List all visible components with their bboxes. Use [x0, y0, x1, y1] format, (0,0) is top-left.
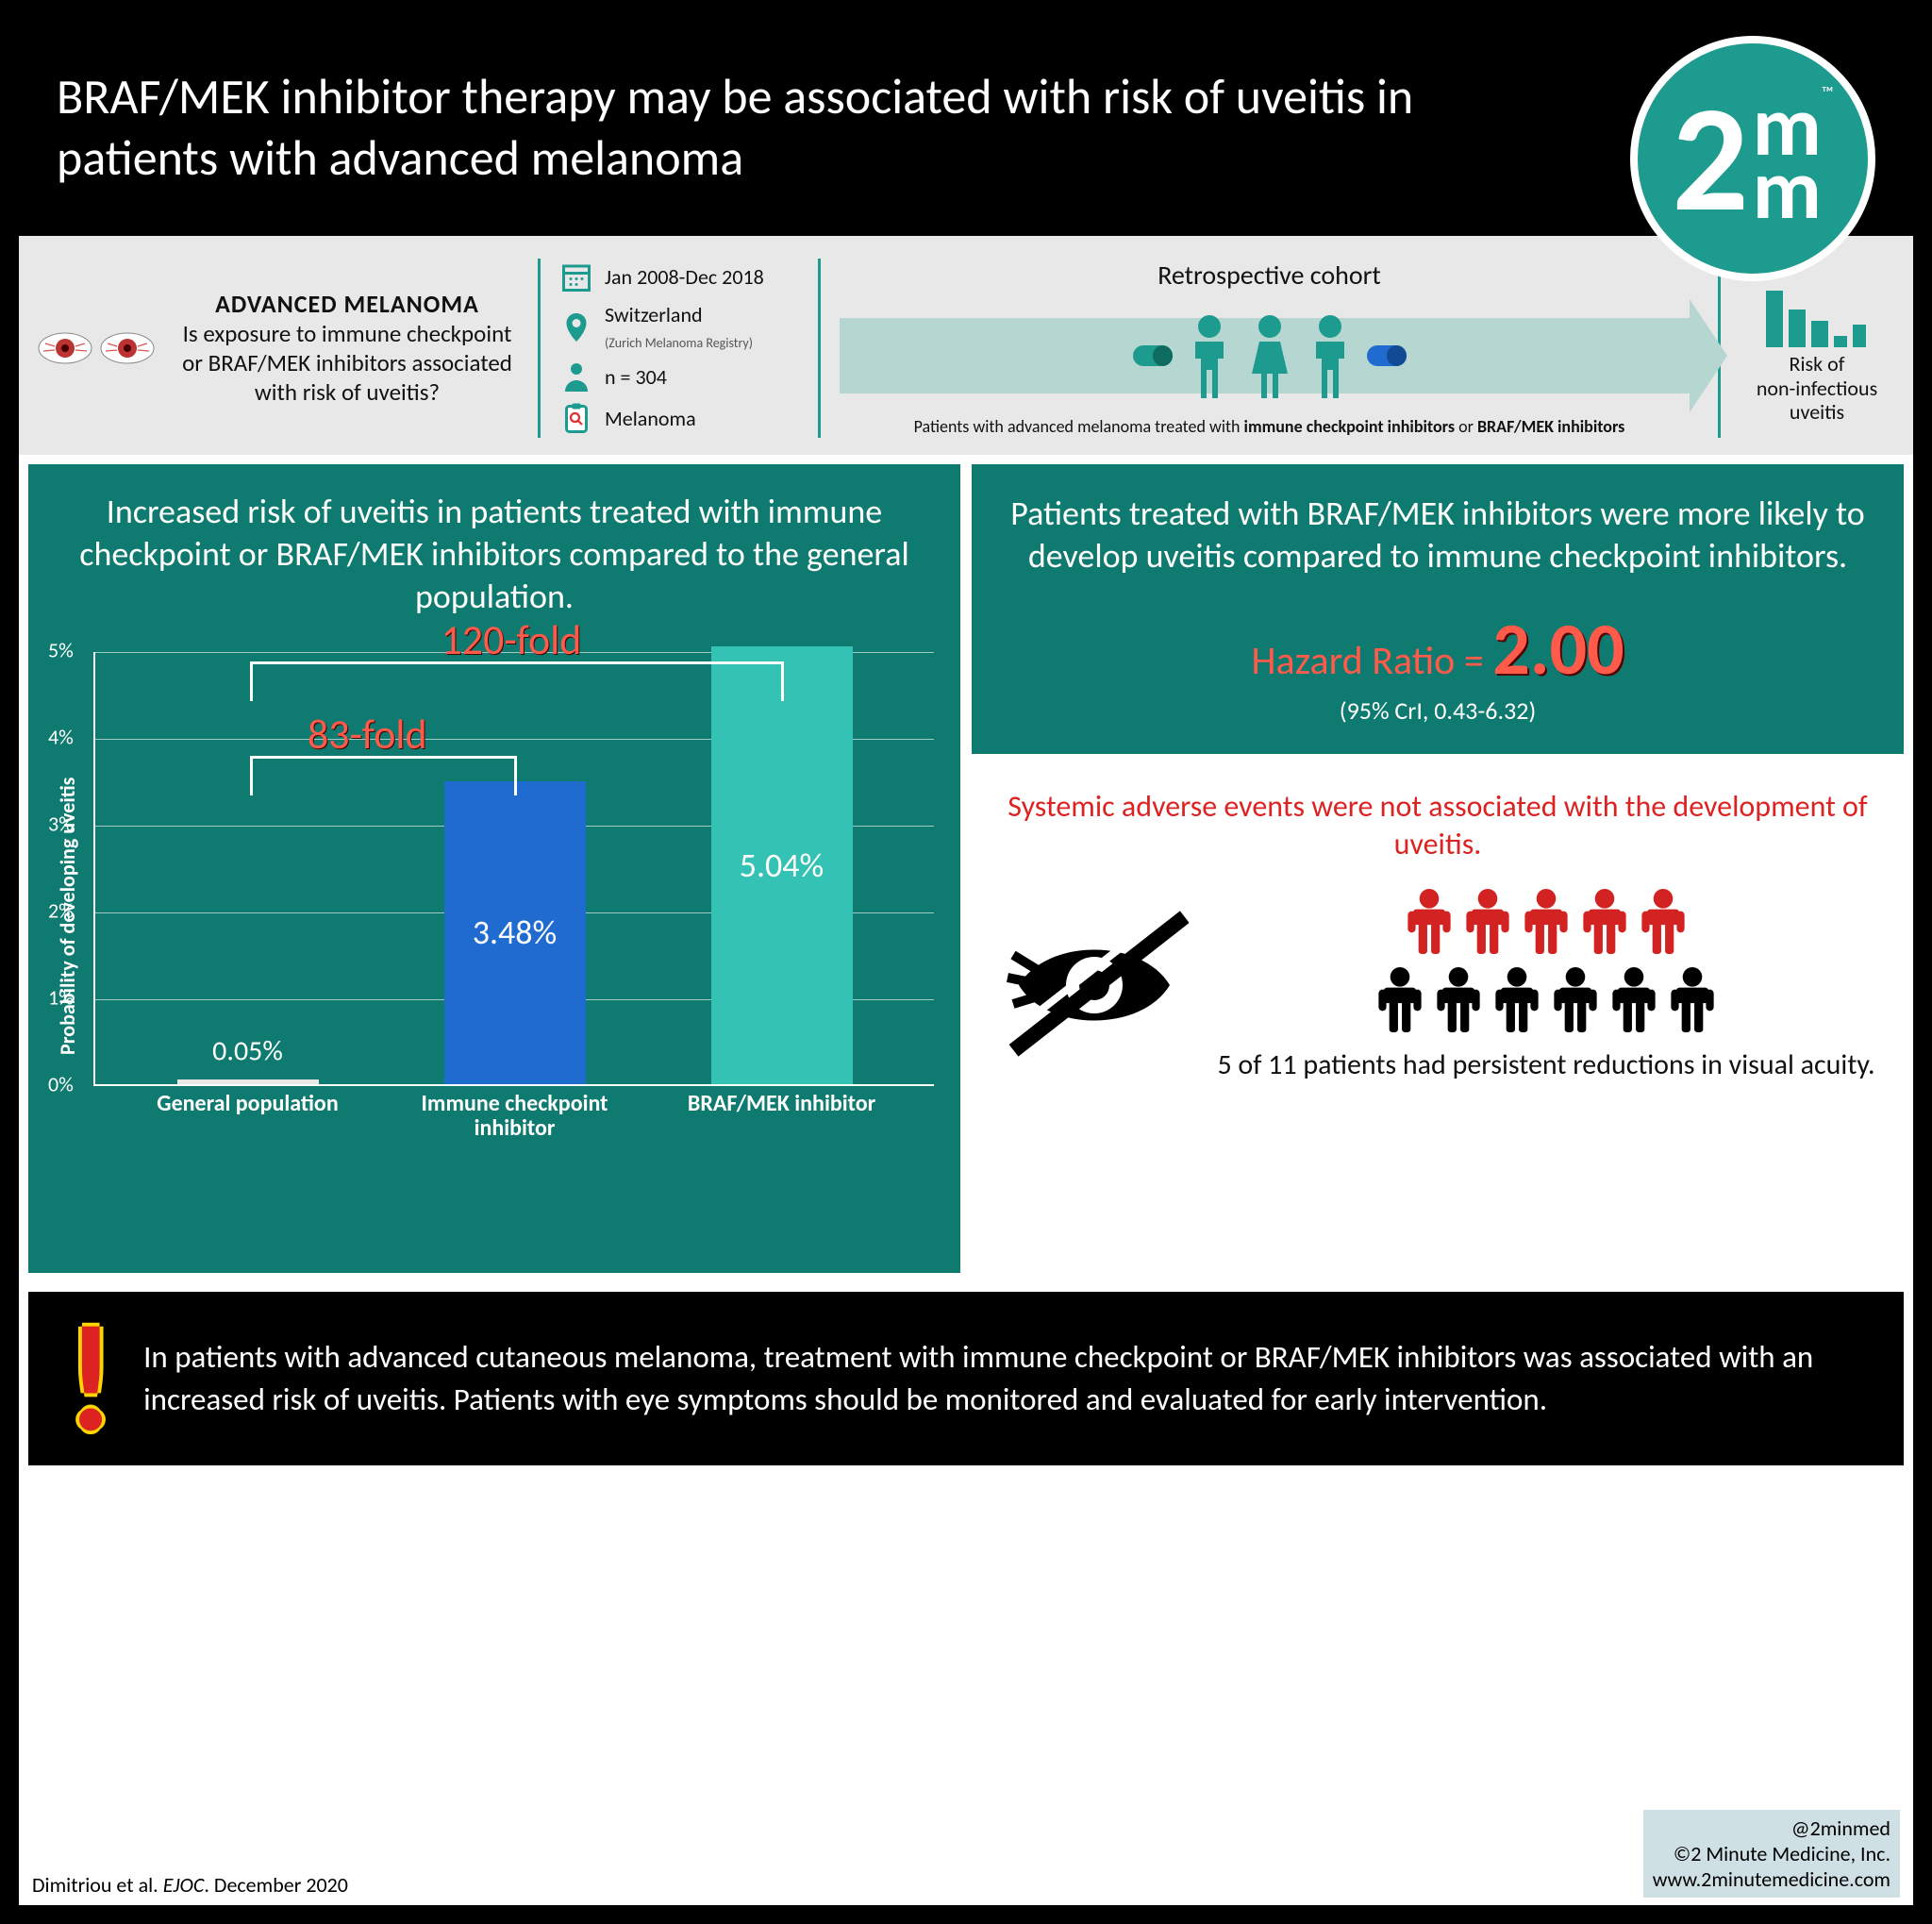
- person-icon: [1522, 888, 1571, 961]
- clipboard-icon: [559, 402, 593, 436]
- chart-panel: Increased risk of uveitis in patients tr…: [28, 464, 960, 1273]
- cohort: Retrospective cohort Patients with advan…: [832, 259, 1707, 438]
- footer-handle: @2minmed: [1653, 1815, 1890, 1841]
- page-title: BRAF/MEK inhibitor therapy may be associ…: [57, 66, 1555, 189]
- risk-line2: non-infectious: [1757, 376, 1877, 401]
- brand-logo: 2 m m ™: [1630, 36, 1875, 281]
- footer: Dimitriou et al. EJOC. December 2020 @2m…: [19, 1802, 1913, 1905]
- person-icon: [559, 360, 593, 394]
- logo-m-bottom: m: [1753, 159, 1822, 223]
- conclusion-text: In patients with advanced cutaneous mela…: [143, 1336, 1866, 1420]
- question-title: ADVANCED MELANOMA: [175, 289, 519, 319]
- risk-line1: Risk of: [1790, 351, 1845, 376]
- meta-date-text: Jan 2008-Dec 2018: [605, 264, 764, 290]
- meta-location-text: Switzerland: [605, 302, 703, 327]
- citation: Dimitriou et al. EJOC. December 2020: [32, 1872, 348, 1898]
- separator: [818, 259, 821, 438]
- person-icon: [1186, 313, 1233, 398]
- person-icon: [1307, 313, 1354, 398]
- meta-location: Switzerland (Zurich Melanoma Registry): [559, 302, 799, 353]
- person-icon: [1375, 966, 1424, 1039]
- footer-copyright: ©2 Minute Medicine, Inc.: [1653, 1841, 1890, 1866]
- bar-chart: 0%1%2%3%4%5%0.05%General population3.48%…: [93, 652, 934, 1086]
- meta-location-sub: (Zurich Melanoma Registry): [605, 335, 753, 351]
- calendar-icon: [559, 260, 593, 294]
- hazard-ratio-panel: Patients treated with BRAF/MEK inhibitor…: [972, 464, 1904, 754]
- pin-icon: [559, 310, 593, 344]
- risk-line3: uveitis: [1790, 399, 1844, 425]
- separator: [538, 259, 541, 438]
- person-icon: [1434, 966, 1483, 1039]
- person-icon: [1609, 966, 1658, 1039]
- footer-url: www.2minutemedicine.com: [1653, 1866, 1890, 1892]
- person-icon: [1551, 966, 1600, 1039]
- cohort-caption: Patients with advanced melanoma treated …: [840, 416, 1699, 438]
- ae-statement: Systemic adverse events were not associa…: [1000, 788, 1875, 863]
- research-question: ADVANCED MELANOMA Is exposure to immune …: [168, 289, 526, 408]
- cohort-graphic: [840, 299, 1699, 412]
- person-icon: [1668, 966, 1717, 1039]
- person-icon: [1492, 966, 1541, 1039]
- person-icon: [1463, 888, 1512, 961]
- study-meta: Jan 2008-Dec 2018 Switzerland (Zurich Mel…: [552, 260, 807, 436]
- person-icon: [1580, 888, 1629, 961]
- person-icon: [1246, 313, 1293, 398]
- ae-caption: 5 of 11 patients had persistent reductio…: [1217, 1048, 1875, 1082]
- hr-title: Patients treated with BRAF/MEK inhibitor…: [1000, 493, 1875, 577]
- question-text: Is exposure to immune checkpoint or BRAF…: [175, 319, 519, 408]
- chart-title: Increased risk of uveitis in patients tr…: [55, 491, 934, 618]
- hr-value-line: Hazard Ratio = 2.00: [1000, 604, 1875, 694]
- meta-n: n = 304: [559, 360, 799, 394]
- meta-condition: Melanoma: [559, 402, 799, 436]
- meta-condition-text: Melanoma: [605, 406, 696, 431]
- exclamation-icon: !: [66, 1318, 115, 1439]
- person-icon: [1639, 888, 1688, 961]
- bar-chart-icon: [1760, 272, 1874, 347]
- logo-2: 2: [1672, 98, 1748, 219]
- eye-slash-icon: [1000, 910, 1189, 1061]
- study-band: ADVANCED MELANOMA Is exposure to immune …: [19, 236, 1913, 455]
- meta-date: Jan 2008-Dec 2018: [559, 260, 799, 294]
- cohort-title: Retrospective cohort: [840, 259, 1699, 292]
- header: BRAF/MEK inhibitor therapy may be associ…: [19, 19, 1913, 236]
- adverse-events-panel: Systemic adverse events were not associa…: [972, 763, 1904, 1107]
- brand-footer: @2minmed ©2 Minute Medicine, Inc. www.2m…: [1643, 1810, 1900, 1898]
- meta-n-text: n = 304: [605, 364, 667, 390]
- person-icon: [1405, 888, 1454, 961]
- pill-icon: [1133, 345, 1173, 366]
- eyes-icon: [30, 330, 162, 366]
- hr-ci: (95% CrI, 0.43-6.32): [1000, 695, 1875, 726]
- pill-icon: [1367, 345, 1407, 366]
- people-figure: [1217, 888, 1875, 1039]
- logo-tm: ™: [1822, 82, 1834, 103]
- outcome: Risk of non-infectious uveitis: [1732, 272, 1902, 424]
- conclusion-banner: ! In patients with advanced cutaneous me…: [28, 1292, 1904, 1465]
